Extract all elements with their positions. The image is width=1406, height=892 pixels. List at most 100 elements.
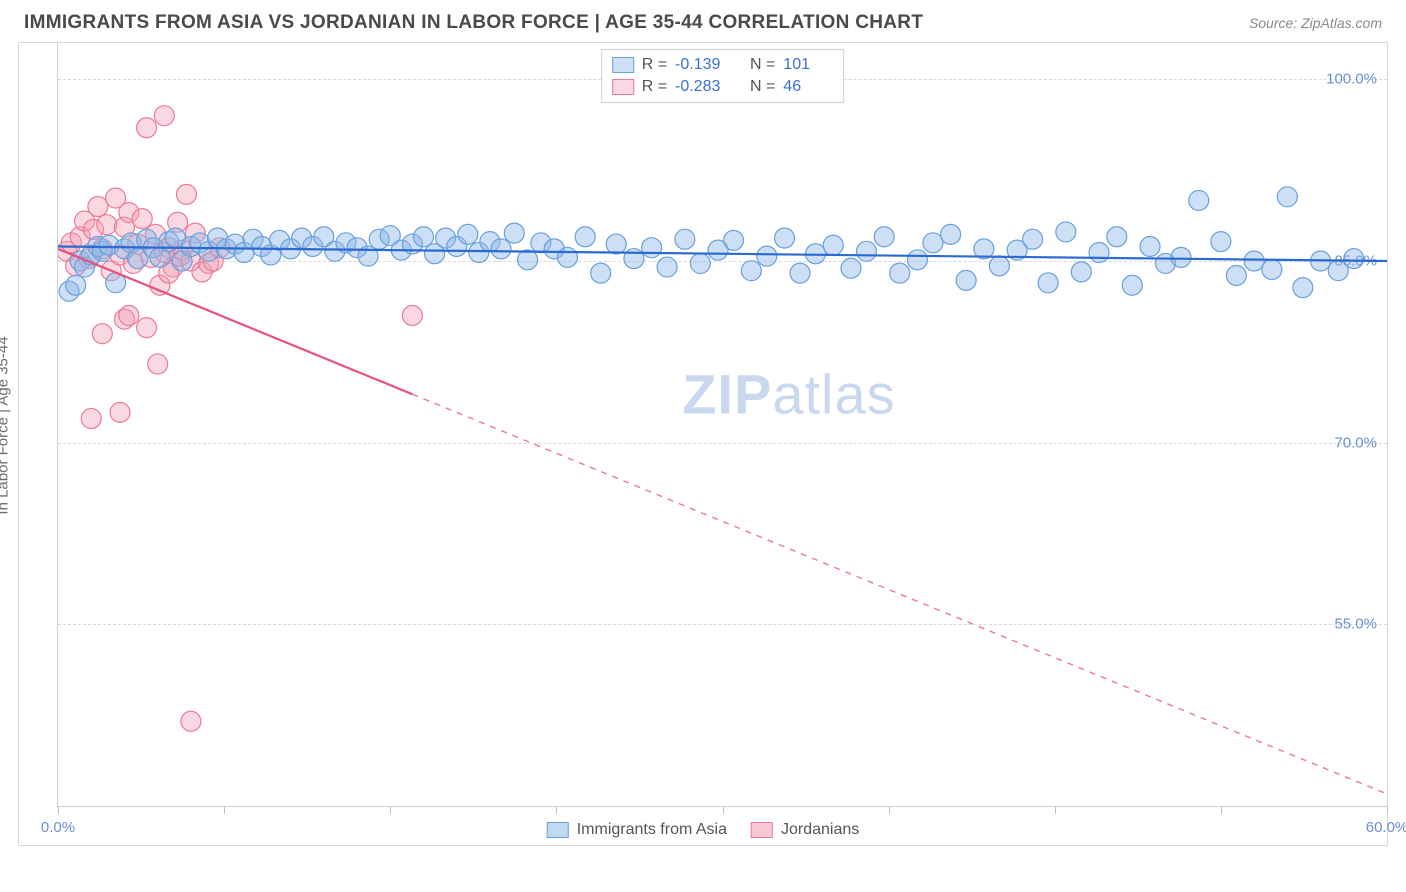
data-point [624,249,644,269]
data-point [148,354,168,374]
data-point [923,233,943,253]
legend-bottom: Immigrants from Asia Jordanians [547,821,860,839]
data-point [823,235,843,255]
data-point [92,324,112,344]
data-point [642,238,662,258]
x-tick-label: 0.0% [41,819,75,836]
data-point [137,318,157,338]
stat-n-label: N = [750,56,775,74]
data-point [1089,243,1109,263]
data-point [575,227,595,247]
y-axis-label: In Labor Force | Age 35-44 [0,336,12,514]
legend-swatch [612,79,634,95]
data-point [1189,190,1209,210]
legend-stats-row: R = -0.283 N = 46 [612,76,834,98]
stat-n-label: N = [750,78,775,96]
data-point [1277,187,1297,207]
data-point [657,257,677,277]
x-tick [889,806,890,814]
data-point [757,246,777,266]
data-point [97,215,117,235]
legend-label: Immigrants from Asia [577,821,727,839]
x-tick [224,806,225,814]
data-point [790,263,810,283]
y-axis-label-wrap: In Labor Force | Age 35-44 [0,43,17,807]
data-point [1107,227,1127,247]
data-point [724,230,744,250]
data-point [110,402,130,422]
data-point [1140,236,1160,256]
data-point [606,234,626,254]
stat-r-value: -0.139 [675,56,725,74]
data-point [1056,222,1076,242]
chart-svg [58,43,1387,806]
data-point [557,247,577,267]
data-point [1038,273,1058,293]
data-point [1171,247,1191,267]
chart-source: Source: ZipAtlas.com [1249,15,1382,31]
data-point [989,256,1009,276]
stat-n-value: 46 [783,78,833,96]
data-point [413,227,433,247]
trend-extrapolation [412,394,1387,794]
legend-stats: R = -0.139 N = 101R = -0.283 N = 46 [601,49,845,103]
x-tick [58,806,59,814]
data-point [841,258,861,278]
data-point [591,263,611,283]
x-tick [1221,806,1222,814]
data-point [132,209,152,229]
data-point [504,223,524,243]
data-point [66,275,86,295]
x-tick [1055,806,1056,814]
data-point [1262,259,1282,279]
data-point [675,229,695,249]
legend-item: Immigrants from Asia [547,821,727,839]
x-tick-label: 60.0% [1366,819,1406,836]
x-tick [390,806,391,814]
data-point [741,261,761,281]
data-point [458,224,478,244]
chart-header: IMMIGRANTS FROM ASIA VS JORDANIAN IN LAB… [0,0,1406,42]
data-point [1071,262,1091,282]
data-point [154,106,174,126]
data-point [1293,278,1313,298]
legend-stats-row: R = -0.139 N = 101 [612,54,834,76]
legend-label: Jordanians [781,821,859,839]
data-point [874,227,894,247]
trend-line [58,249,412,394]
stat-r-value: -0.283 [675,78,725,96]
data-point [181,711,201,731]
data-point [402,306,422,326]
chart-title: IMMIGRANTS FROM ASIA VS JORDANIAN IN LAB… [24,12,923,34]
data-point [137,118,157,138]
data-point [907,250,927,270]
data-point [1344,249,1364,269]
data-point [1211,232,1231,252]
data-point [81,408,101,428]
data-point [1226,266,1246,286]
data-point [1122,275,1142,295]
data-point [890,263,910,283]
stat-n-value: 101 [783,56,833,74]
data-point [956,270,976,290]
data-point [1244,251,1264,271]
legend-item: Jordanians [751,821,859,839]
plot-area: ZIPatlas 55.0%70.0%85.0%100.0%0.0%60.0%R… [57,43,1387,807]
x-tick [1387,806,1388,814]
x-tick [723,806,724,814]
data-point [88,197,108,217]
stat-r-label: R = [642,56,667,74]
legend-swatch [547,822,569,838]
data-point [119,306,139,326]
chart-container: In Labor Force | Age 35-44 ZIPatlas 55.0… [18,42,1388,846]
data-point [1023,229,1043,249]
legend-swatch [612,57,634,73]
data-point [518,250,538,270]
data-point [941,224,961,244]
stat-r-label: R = [642,78,667,96]
data-point [856,241,876,261]
x-tick [556,806,557,814]
data-point [176,184,196,204]
data-point [690,253,710,273]
data-point [775,228,795,248]
